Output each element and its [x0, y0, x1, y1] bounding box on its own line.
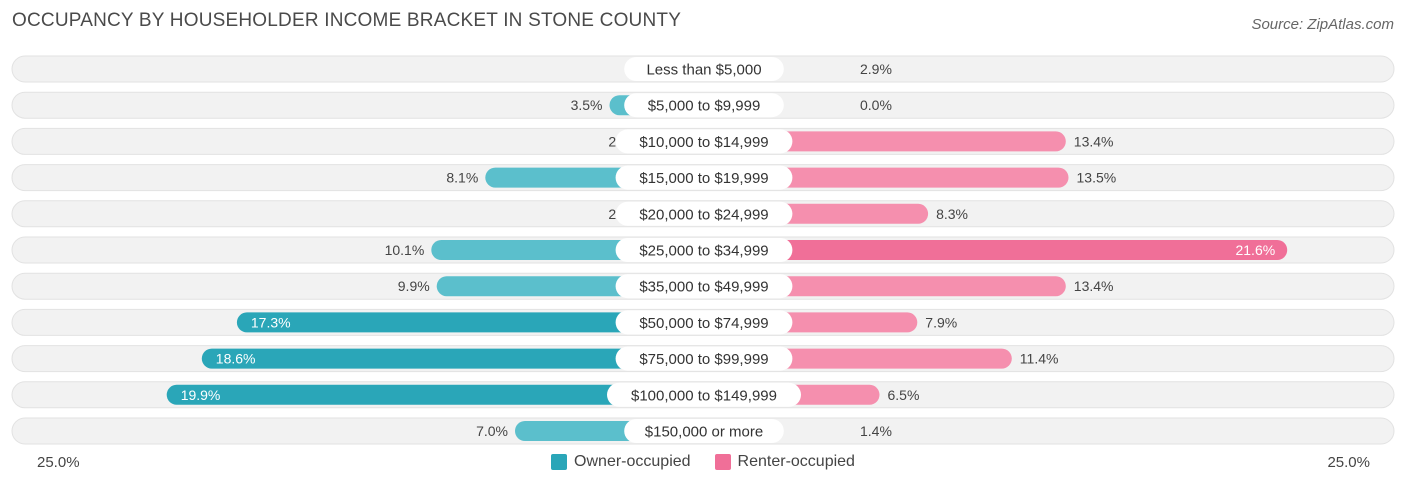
category-pill — [624, 57, 784, 81]
category-pill — [615, 310, 793, 335]
owner-value-label: 9.9% — [398, 278, 430, 294]
legend-label-owner: Owner-occupied — [574, 453, 691, 470]
chart-row: 10.1% 21.6% $25,000 to $34,999 — [11, 236, 1395, 264]
category-label: $15,000 to $19,999 — [639, 170, 768, 187]
category-pill — [624, 93, 784, 118]
category-pill — [615, 165, 793, 190]
chart-row: 1.4%2.9%Less than $5,000 — [11, 55, 1395, 83]
renter-bar — [694, 240, 1288, 260]
category-label: Less than $5,000 — [646, 62, 761, 79]
renter-value-label: 13.5% — [1077, 170, 1117, 186]
category-pill — [624, 419, 784, 443]
chart-row: 19.9% 6.5% $100,000 to $149,999 — [11, 381, 1395, 409]
axis-label-right: 25.0% — [1327, 454, 1370, 471]
owner-bar — [201, 348, 715, 369]
renter-value-label: 0.0% — [860, 97, 892, 113]
chart-row: 9.9% 13.4% $35,000 to $49,999 — [11, 272, 1395, 300]
category-label: $20,000 to $24,999 — [639, 206, 768, 223]
legend-item-renter: Renter-occupied — [714, 453, 855, 471]
chart-row: 3.5% 0.0% $5,000 to $9,999 — [11, 91, 1395, 119]
renter-value-label: 8.3% — [936, 206, 968, 222]
category-pill — [615, 129, 793, 154]
category-pill — [615, 274, 793, 299]
category-pill — [615, 346, 793, 371]
legend-label-renter: Renter-occupied — [737, 453, 855, 470]
axis-label-left: 25.0% — [37, 454, 80, 471]
chart-area: 1.4% 2.9% Less than $5,000 3.5% 0.0% $5,000 t… — [11, 55, 1395, 445]
category-label: $100,000 to $149,999 — [631, 387, 777, 404]
category-label: $10,000 to $14,999 — [639, 134, 768, 151]
category-pill — [607, 382, 801, 407]
owner-value-label: 3.5% — [571, 97, 603, 113]
category-label: $150,000 or more — [645, 424, 763, 441]
category-label: $25,000 to $34,999 — [639, 243, 768, 260]
chart-row: 18.6% 11.4% $75,000 to $99,999 — [11, 345, 1395, 373]
chart-row: 17.3% 7.9% $50,000 to $74,999 — [11, 308, 1395, 336]
owner-value-label: 8.1% — [446, 170, 478, 186]
owner-value-label: 10.1% — [385, 242, 425, 258]
legend-item-owner: Owner-occupied — [551, 453, 691, 471]
owner-bar — [236, 312, 714, 333]
renter-value-label: 7.9% — [925, 314, 957, 330]
chart-row: 8.1% 13.5% $15,000 to $19,999 — [11, 164, 1395, 192]
category-label: $50,000 to $74,999 — [639, 315, 768, 332]
legend-swatch-owner — [551, 454, 568, 470]
category-pill — [615, 201, 793, 226]
owner-bar — [166, 384, 714, 405]
renter-value-label: 21.6% — [1235, 242, 1275, 258]
owner-value-label: 18.6% — [216, 351, 256, 367]
renter-value-label: 11.4% — [1020, 351, 1059, 367]
category-label: $35,000 to $49,999 — [639, 279, 768, 296]
category-label: $5,000 to $9,999 — [648, 98, 761, 115]
legend-swatch-renter — [714, 454, 731, 470]
category-label: $75,000 to $99,999 — [639, 351, 768, 368]
category-pill — [615, 238, 793, 262]
renter-value-label: 1.4% — [860, 423, 892, 439]
renter-value-label: 13.4% — [1074, 133, 1114, 149]
renter-value-label: 6.5% — [888, 387, 920, 403]
legend: Owner-occupied Renter-occupied — [0, 453, 1406, 471]
chart-row: 2.1%13.4%$10,000 to $14,999 — [11, 127, 1395, 155]
chart-row: 7.0% 1.4% $150,000 or more — [11, 417, 1395, 445]
chart-title: OCCUPANCY BY HOUSEHOLDER INCOME BRACKET … — [12, 10, 682, 31]
renter-value-label: 13.4% — [1074, 278, 1114, 294]
owner-value-label: 17.3% — [251, 314, 291, 330]
owner-value-label: 19.9% — [181, 387, 221, 403]
owner-value-label: 7.0% — [476, 423, 508, 439]
source-label: Source: ZipAtlas.com — [1251, 16, 1394, 33]
renter-value-label: 2.9% — [860, 61, 892, 77]
chart-row: 2.1%8.3%$20,000 to $24,999 — [11, 200, 1395, 228]
